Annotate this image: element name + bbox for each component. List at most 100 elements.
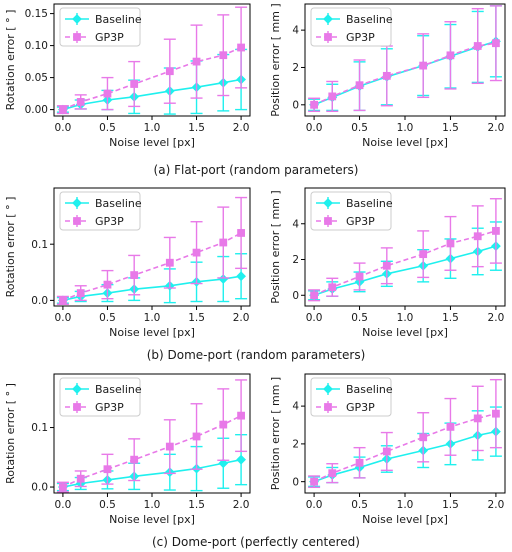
- data-point: [76, 98, 85, 106]
- x-tick-label: 2.0: [233, 312, 250, 324]
- series-gp3p: [56, 196, 248, 306]
- y-tick-label: 2: [292, 438, 299, 450]
- data-point: [473, 414, 482, 423]
- series-line: [313, 412, 497, 483]
- caption-a: (a) Flat-port (random parameters): [154, 163, 359, 177]
- data-point: [219, 420, 228, 429]
- data-point: [492, 39, 500, 48]
- data-point: [130, 271, 139, 279]
- legend-label: GP3P: [95, 215, 124, 228]
- y-tick-label: 0: [292, 476, 299, 488]
- y-axis-label: Position error [ mm ]: [269, 377, 282, 490]
- data-point: [59, 105, 67, 114]
- data-point: [328, 283, 337, 292]
- series-line: [62, 232, 242, 302]
- series-line: [313, 40, 497, 106]
- series-baseline: [56, 48, 248, 115]
- data-point: [446, 239, 455, 248]
- x-tick-label: 1.5: [188, 499, 205, 511]
- legend-marker: [72, 14, 82, 24]
- x-tick-label: 1.0: [144, 499, 161, 511]
- y-tick-label: 0.1: [31, 422, 48, 434]
- series-baseline: [56, 253, 248, 306]
- y-axis-label: Position error [ mm ]: [269, 190, 282, 303]
- data-point: [446, 51, 455, 60]
- data-point: [492, 227, 500, 235]
- series-baseline: [56, 433, 248, 492]
- x-tick-label: 1.0: [144, 122, 161, 134]
- legend-label: Baseline: [95, 383, 142, 396]
- y-tick-label: 0: [292, 290, 299, 302]
- y-tick-label: 0.10: [25, 40, 48, 52]
- legend: Baseline GP3P: [310, 377, 393, 417]
- series-line: [313, 430, 497, 483]
- legend-label: Baseline: [346, 13, 393, 26]
- x-axis-label: Noise level [px]: [362, 513, 448, 526]
- y-tick-label: 2: [292, 62, 299, 74]
- data-point: [236, 271, 246, 282]
- series-baseline: [308, 221, 502, 301]
- series-line: [62, 458, 242, 488]
- data-point: [192, 248, 201, 257]
- y-axis-label: Position error [ mm ]: [269, 3, 282, 116]
- y-tick-label: 0.15: [25, 8, 48, 20]
- series-line: [313, 245, 497, 297]
- x-axis-label: Noise level [px]: [109, 513, 195, 526]
- data-point: [59, 483, 67, 491]
- x-tick-label: 0.0: [306, 499, 323, 511]
- data-point: [59, 296, 67, 305]
- data-point: [103, 280, 112, 289]
- legend-label: Baseline: [95, 13, 142, 26]
- x-tick-label: 1.5: [188, 312, 205, 324]
- y-tick-label: 0.05: [25, 72, 48, 84]
- data-point: [382, 261, 391, 270]
- y-axis-label: Rotation error [ ° ]: [4, 197, 17, 298]
- data-point: [310, 100, 318, 109]
- x-tick-label: 2.0: [488, 312, 505, 324]
- legend-marker: [323, 198, 333, 208]
- x-tick-label: 1.0: [397, 312, 414, 324]
- chart-panel-1: 0.0 0.5 1.0 1.5 2.0 0 2 4 Noise level [px] Positi…: [269, 3, 506, 149]
- data-point: [76, 289, 85, 297]
- x-tick-label: 0.5: [99, 122, 116, 134]
- x-tick-label: 0.0: [306, 312, 323, 324]
- data-point: [237, 229, 245, 237]
- legend-marker: [323, 14, 333, 24]
- x-tick-label: 0.5: [99, 499, 116, 511]
- x-tick-label: 1.5: [188, 122, 205, 134]
- data-point: [218, 458, 229, 469]
- legend: Baseline GP3P: [59, 191, 142, 231]
- x-tick-label: 0.0: [306, 122, 323, 134]
- legend-marker: [73, 33, 81, 41]
- x-tick-label: 0.0: [55, 312, 72, 324]
- data-point: [419, 61, 428, 70]
- series-gp3p: [56, 379, 248, 493]
- x-tick-label: 0.5: [351, 312, 368, 324]
- legend-label: Baseline: [95, 197, 142, 210]
- data-point: [310, 291, 318, 300]
- data-point: [446, 422, 455, 431]
- series-line: [62, 78, 242, 111]
- legend-label: Baseline: [346, 383, 393, 396]
- x-tick-label: 0.0: [55, 499, 72, 511]
- legend-marker: [324, 217, 332, 225]
- y-tick-label: 0.0: [31, 482, 48, 494]
- x-tick-label: 2.0: [233, 499, 250, 511]
- x-axis-label: Noise level [px]: [362, 326, 448, 339]
- chart-panel-3: 0.0 0.5 1.0 1.5 2.0 0 2 4 Noise level [px] Positi…: [269, 187, 506, 339]
- x-tick-label: 0.5: [99, 312, 116, 324]
- x-tick-label: 1.0: [397, 499, 414, 511]
- data-point: [382, 447, 391, 456]
- legend-marker: [73, 217, 81, 225]
- series-line: [62, 46, 242, 111]
- legend: Baseline GP3P: [310, 191, 393, 231]
- x-tick-label: 1.0: [144, 312, 161, 324]
- legend-marker: [324, 403, 332, 411]
- x-tick-label: 0.5: [351, 122, 368, 134]
- y-tick-label: 4: [292, 25, 299, 37]
- data-point: [192, 57, 201, 66]
- data-point: [192, 432, 201, 441]
- data-point: [355, 272, 364, 281]
